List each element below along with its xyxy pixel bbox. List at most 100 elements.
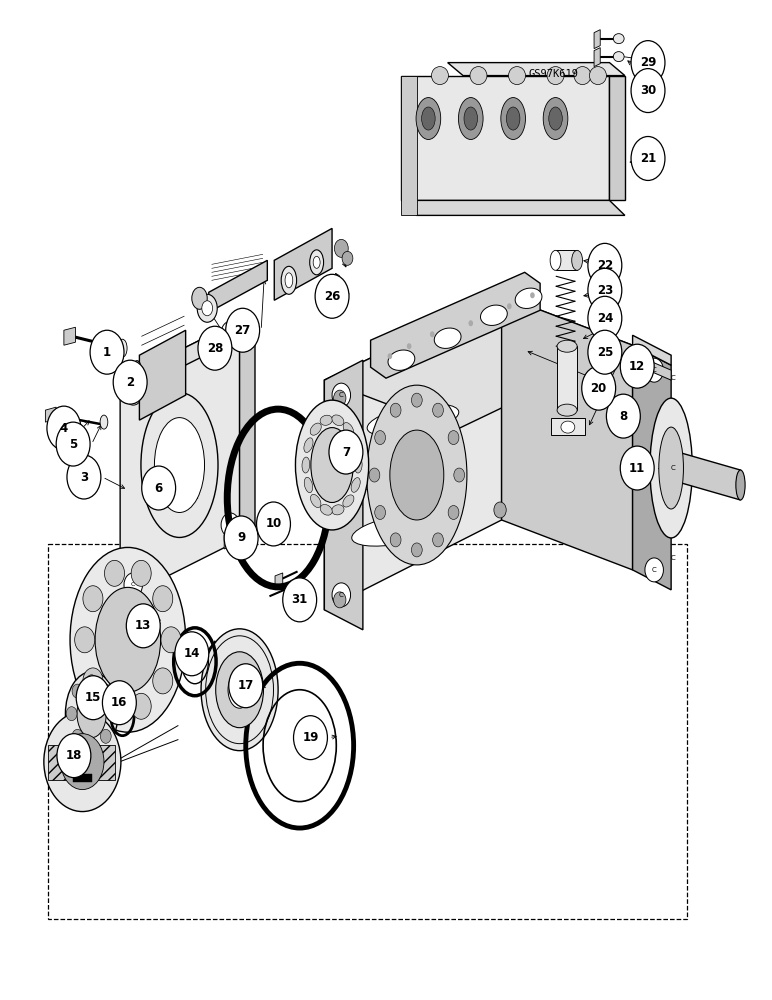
Polygon shape	[64, 327, 76, 345]
Circle shape	[47, 406, 81, 450]
Circle shape	[390, 403, 401, 417]
Circle shape	[430, 331, 435, 337]
Text: 28: 28	[207, 342, 223, 355]
Circle shape	[582, 366, 615, 410]
Text: 30: 30	[640, 84, 656, 97]
Circle shape	[103, 681, 137, 725]
Ellipse shape	[501, 98, 526, 140]
Circle shape	[256, 502, 290, 546]
Text: 16: 16	[111, 696, 127, 709]
Ellipse shape	[351, 437, 360, 453]
Text: 23: 23	[597, 284, 613, 297]
Circle shape	[76, 676, 110, 720]
Polygon shape	[371, 272, 540, 378]
Polygon shape	[140, 330, 185, 420]
Text: 14: 14	[184, 647, 200, 660]
Circle shape	[66, 707, 77, 721]
Text: 27: 27	[235, 324, 251, 337]
Polygon shape	[401, 76, 609, 200]
Ellipse shape	[557, 340, 577, 352]
Ellipse shape	[574, 67, 591, 85]
Ellipse shape	[354, 457, 362, 473]
Text: 25: 25	[597, 346, 613, 359]
Ellipse shape	[435, 328, 461, 348]
Circle shape	[448, 431, 459, 445]
Polygon shape	[401, 76, 417, 215]
Polygon shape	[556, 250, 577, 270]
Ellipse shape	[367, 404, 459, 436]
Text: C: C	[652, 567, 656, 573]
Ellipse shape	[310, 250, 323, 275]
Ellipse shape	[304, 438, 313, 452]
Ellipse shape	[547, 67, 564, 85]
Circle shape	[142, 466, 175, 510]
Circle shape	[174, 632, 208, 676]
Ellipse shape	[650, 398, 692, 538]
Text: 26: 26	[324, 290, 340, 303]
Text: 13: 13	[135, 619, 151, 632]
Ellipse shape	[572, 250, 583, 270]
Circle shape	[127, 604, 161, 648]
Circle shape	[225, 308, 259, 352]
Circle shape	[432, 533, 443, 547]
Ellipse shape	[416, 98, 441, 140]
Circle shape	[334, 239, 348, 257]
Text: 22: 22	[597, 259, 613, 272]
Circle shape	[90, 330, 124, 374]
Text: 6: 6	[154, 482, 163, 495]
Circle shape	[104, 693, 124, 719]
Circle shape	[56, 422, 90, 466]
Circle shape	[588, 268, 621, 312]
Text: 21: 21	[640, 152, 656, 165]
Ellipse shape	[95, 587, 161, 692]
Polygon shape	[401, 200, 625, 215]
Ellipse shape	[134, 361, 141, 376]
Circle shape	[448, 505, 459, 519]
Ellipse shape	[70, 547, 185, 732]
Polygon shape	[632, 345, 671, 590]
Circle shape	[57, 734, 91, 778]
Circle shape	[283, 578, 317, 622]
Circle shape	[645, 558, 663, 582]
Circle shape	[588, 330, 621, 374]
Ellipse shape	[281, 266, 296, 294]
Circle shape	[44, 712, 121, 812]
Ellipse shape	[464, 107, 478, 130]
Ellipse shape	[135, 364, 139, 372]
Circle shape	[75, 627, 95, 653]
Circle shape	[494, 302, 506, 318]
Circle shape	[224, 516, 258, 560]
Polygon shape	[120, 320, 255, 390]
Ellipse shape	[118, 339, 127, 357]
Circle shape	[374, 431, 385, 445]
Ellipse shape	[302, 457, 310, 473]
Text: C: C	[131, 582, 135, 587]
Text: 19: 19	[303, 731, 319, 744]
Ellipse shape	[543, 98, 568, 140]
Ellipse shape	[332, 505, 344, 515]
Circle shape	[390, 533, 401, 547]
Circle shape	[61, 734, 104, 790]
Ellipse shape	[590, 67, 606, 85]
Circle shape	[124, 381, 143, 405]
Ellipse shape	[388, 350, 415, 370]
Ellipse shape	[367, 385, 467, 565]
Text: 7: 7	[342, 446, 350, 459]
Polygon shape	[594, 30, 600, 49]
Circle shape	[124, 573, 143, 597]
Circle shape	[86, 739, 97, 753]
Ellipse shape	[549, 107, 562, 130]
Circle shape	[107, 707, 117, 721]
Ellipse shape	[332, 415, 344, 426]
Ellipse shape	[351, 478, 361, 492]
Circle shape	[100, 684, 111, 698]
Ellipse shape	[201, 629, 278, 751]
Ellipse shape	[313, 256, 320, 268]
Polygon shape	[632, 335, 671, 365]
Ellipse shape	[77, 690, 107, 738]
Ellipse shape	[311, 428, 354, 502]
Circle shape	[198, 326, 232, 370]
Circle shape	[407, 343, 411, 349]
Polygon shape	[275, 573, 283, 588]
Ellipse shape	[228, 671, 251, 708]
